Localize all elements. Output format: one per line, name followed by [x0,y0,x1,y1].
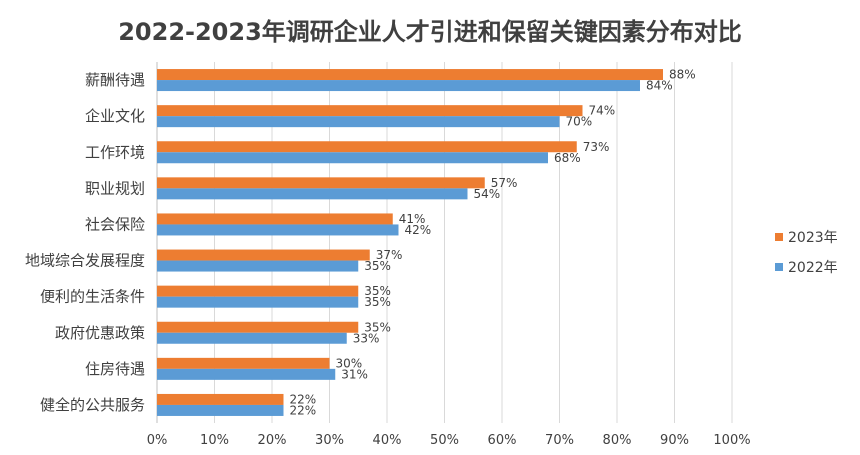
bar-2022 [157,188,468,200]
data-label: 33% [353,331,380,345]
legend-label: 2022年 [788,260,838,276]
bar-2022 [157,224,399,236]
bar-2023 [157,141,577,153]
data-label: 35% [364,295,391,309]
x-tick-label: 70% [545,433,574,448]
legend-label: 2023年 [788,230,838,246]
category-label: 企业文化 [85,107,145,125]
data-label: 35% [364,259,391,273]
bar-2022 [157,152,548,164]
legend-swatch [775,233,783,241]
category-label: 便利的生活条件 [40,288,145,306]
x-tick-label: 0% [147,433,168,448]
category-label: 健全的公共服务 [40,396,145,414]
data-label: 73% [583,140,610,154]
category-label: 住房待遇 [85,360,145,378]
data-label: 37% [376,248,403,262]
bar-2023 [157,213,393,225]
x-tick-label: 30% [315,433,344,448]
bar-2023 [157,321,359,333]
x-tick-label: 100% [713,433,750,448]
x-tick-label: 60% [488,433,517,448]
data-label: 74% [589,104,616,118]
data-label: 22% [290,403,317,417]
category-label: 社会保险 [85,215,145,233]
data-label: 35% [364,284,391,298]
data-label: 22% [290,392,317,406]
x-tick-label: 90% [660,433,689,448]
category-label: 政府优惠政策 [55,324,145,342]
data-label: 41% [399,212,426,226]
bar-2023 [157,357,330,369]
category-label: 地域综合发展程度 [25,252,145,270]
x-tick-label: 20% [258,433,287,448]
bar-2023 [157,393,284,405]
data-label: 70% [566,115,593,129]
bar-2023 [157,105,583,117]
bar-2022 [157,116,560,128]
legend-swatch [775,263,783,271]
data-label: 84% [646,79,673,93]
data-label: 30% [336,356,363,370]
bar-2022 [157,332,347,344]
bar-2023 [157,249,370,261]
data-label: 57% [491,176,518,190]
chart-title: 2022-2023年调研企业人才引进和保留关键因素分布对比 [118,18,742,46]
bar-2022 [157,404,284,416]
bar-2023 [157,177,485,189]
x-tick-label: 80% [603,433,632,448]
data-label: 88% [669,68,696,82]
bar-2023 [157,69,663,81]
data-label: 54% [474,187,501,201]
bar-2023 [157,285,359,297]
bar-2022 [157,80,640,92]
data-label: 42% [405,223,432,237]
bar-2022 [157,260,359,272]
bar-2022 [157,368,336,380]
x-tick-label: 40% [373,433,402,448]
x-tick-label: 50% [430,433,459,448]
x-tick-label: 10% [200,433,229,448]
data-label: 31% [341,367,368,381]
category-label: 职业规划 [85,179,145,197]
data-label: 68% [554,151,581,165]
data-label: 35% [364,320,391,334]
category-label: 工作环境 [85,143,145,161]
category-label: 薪酬待遇 [85,71,145,89]
bar-2022 [157,296,359,308]
